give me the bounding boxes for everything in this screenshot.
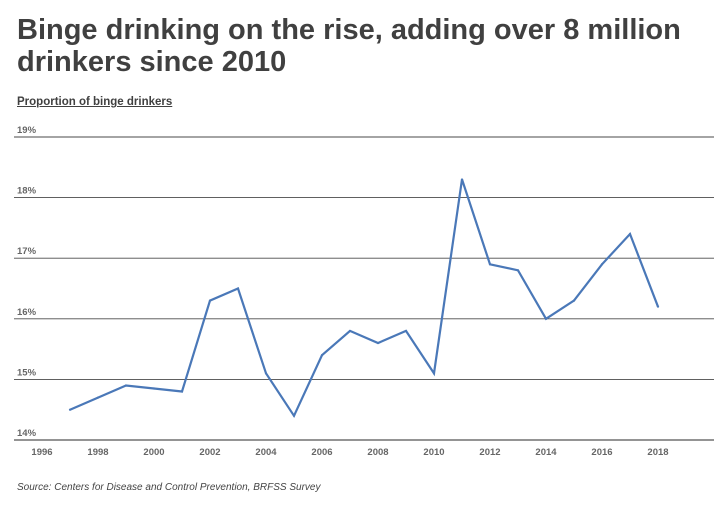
data-point bbox=[292, 414, 296, 417]
y-tick-label: 19% bbox=[17, 125, 37, 136]
y-tick-label: 18% bbox=[17, 186, 37, 197]
x-tick-label: 2002 bbox=[199, 447, 220, 458]
data-point bbox=[320, 354, 324, 357]
data-point bbox=[628, 232, 632, 236]
x-tick-label: 1998 bbox=[87, 447, 108, 458]
y-tick-label: 14% bbox=[17, 428, 37, 439]
series-line bbox=[69, 179, 660, 419]
x-tick-label: 2000 bbox=[143, 447, 164, 458]
y-tick-label: 15% bbox=[17, 367, 37, 378]
data-point bbox=[404, 329, 408, 333]
chart-title: Binge drinking on the rise, adding over … bbox=[17, 14, 681, 78]
data-point bbox=[348, 329, 352, 333]
y-axis-label: Proportion of binge drinkers bbox=[17, 96, 173, 108]
data-point bbox=[516, 269, 520, 272]
x-tick-label: 2006 bbox=[311, 447, 332, 458]
y-tick-label: 17% bbox=[17, 246, 37, 257]
x-tick-label: 2016 bbox=[591, 447, 612, 458]
data-point bbox=[236, 287, 240, 290]
data-point bbox=[208, 299, 212, 302]
x-tick-label: 2010 bbox=[423, 447, 444, 458]
data-point bbox=[432, 372, 436, 375]
data-point bbox=[488, 263, 492, 266]
x-tick-label: 2014 bbox=[535, 447, 557, 458]
data-point bbox=[572, 299, 576, 302]
data-point bbox=[376, 341, 380, 345]
y-tick-label: 16% bbox=[17, 307, 37, 318]
x-tick-label: 1996 bbox=[31, 447, 52, 458]
x-tick-label: 2018 bbox=[647, 447, 668, 458]
data-point bbox=[124, 384, 128, 387]
data-point bbox=[96, 396, 100, 399]
x-tick-label: 2012 bbox=[479, 447, 500, 458]
data-point bbox=[180, 390, 184, 393]
data-point bbox=[460, 178, 464, 181]
data-point bbox=[656, 305, 660, 308]
data-point bbox=[544, 317, 548, 320]
data-point bbox=[600, 263, 604, 266]
x-tick-label: 2004 bbox=[255, 447, 277, 458]
data-point bbox=[264, 372, 268, 375]
data-point bbox=[68, 408, 72, 411]
source-note: Source: Centers for Disease and Control … bbox=[17, 482, 321, 493]
data-point bbox=[152, 387, 156, 390]
x-tick-label: 2008 bbox=[367, 447, 388, 458]
